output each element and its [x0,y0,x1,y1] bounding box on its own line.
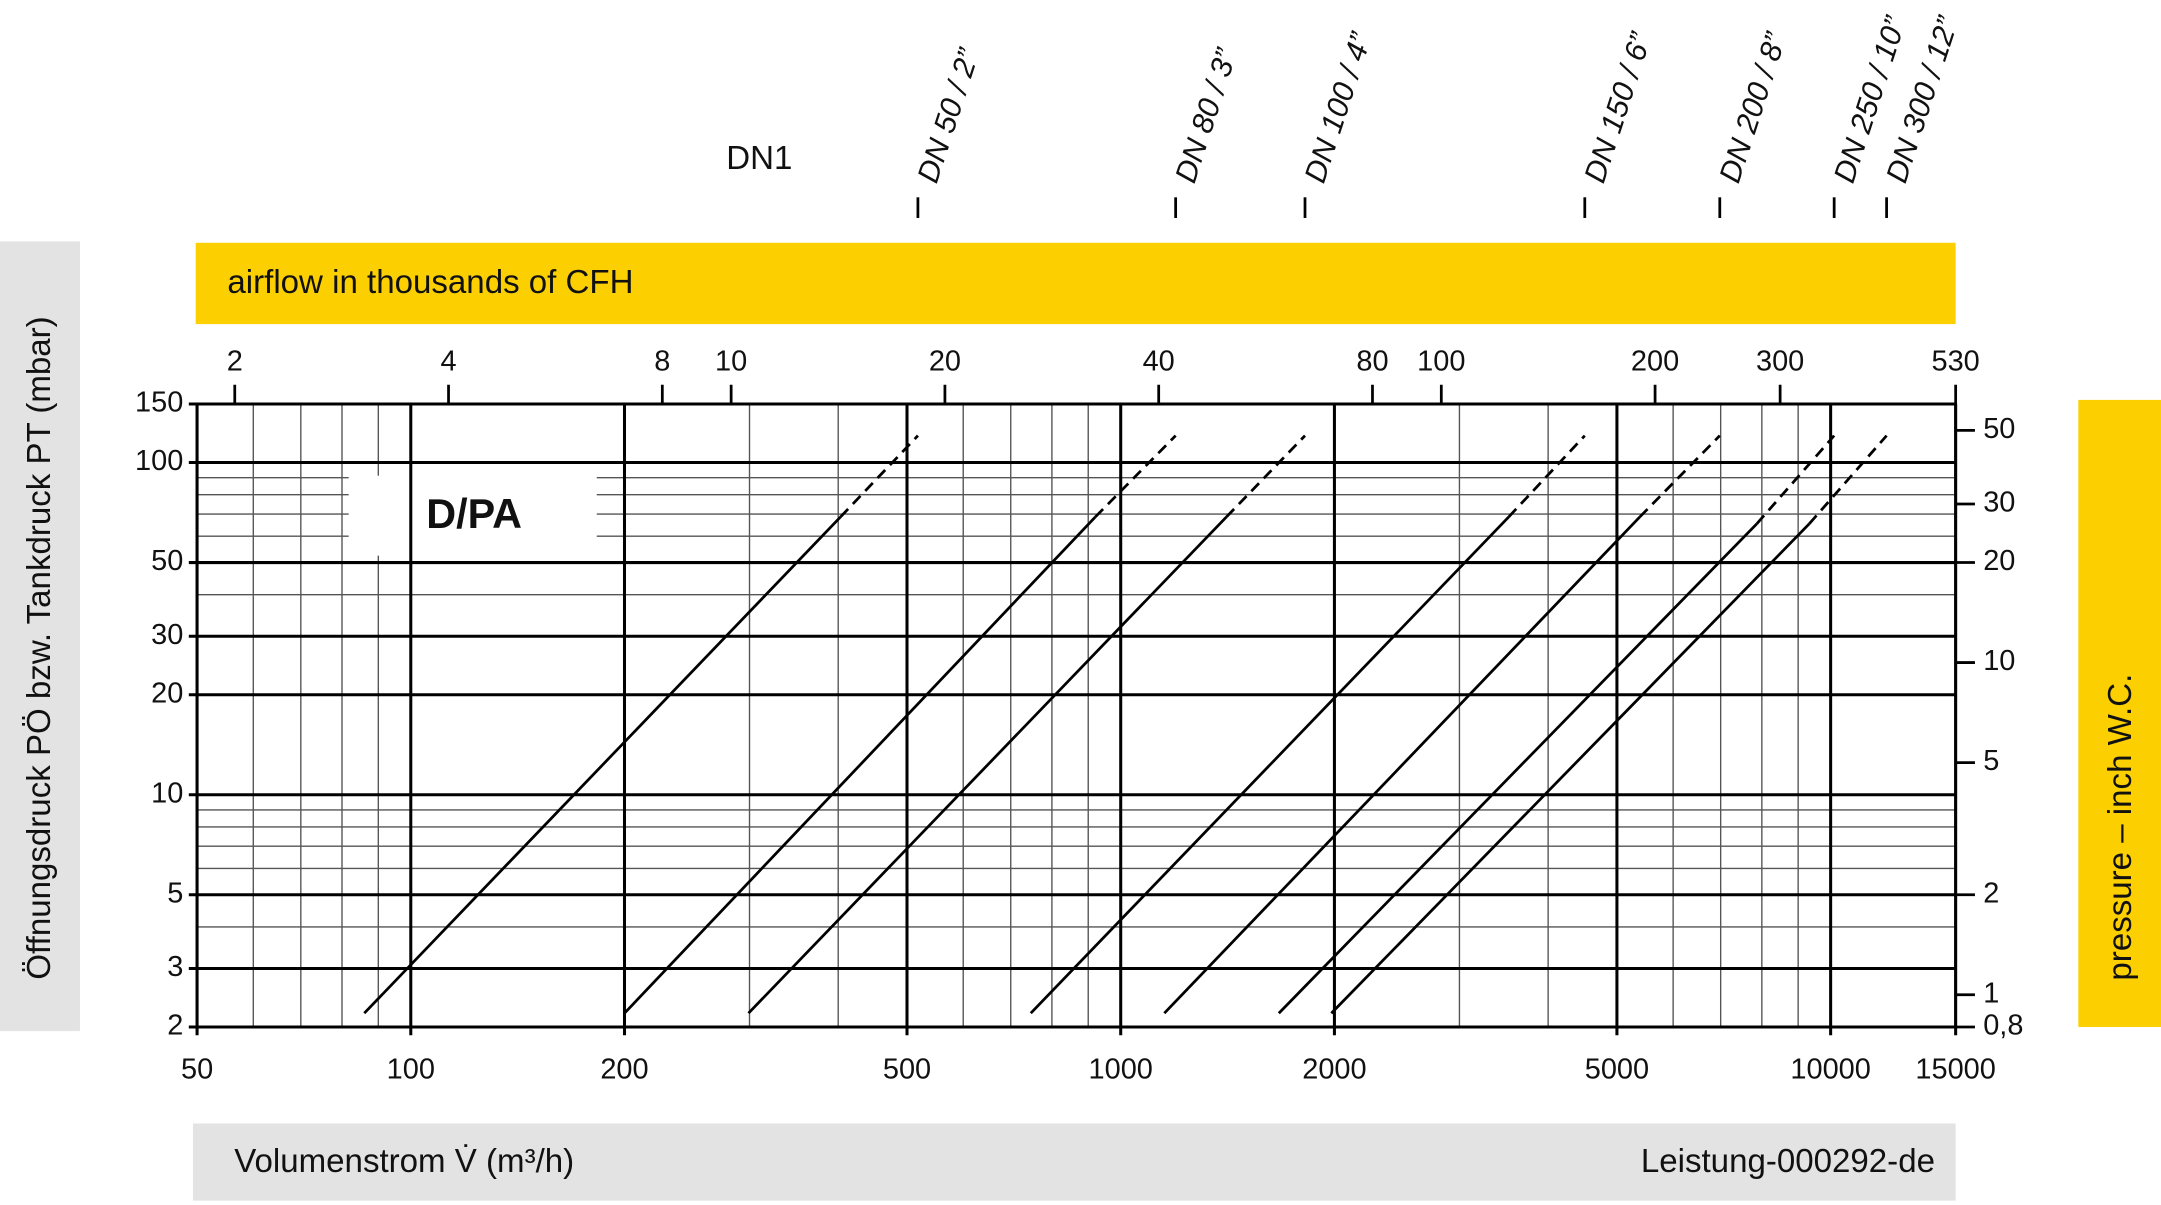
x-tick-label: 500 [883,1054,931,1086]
x2-tick-label: 300 [1756,345,1804,377]
x2-tick-label: 8 [654,345,670,377]
y-tick-label: 3 [167,951,183,983]
series-line-dashed [1808,434,1888,525]
x-tick-label: 1000 [1089,1054,1153,1086]
x2-tick-label: 200 [1631,345,1679,377]
y2-axis-label: pressure – inch W.C. [2102,674,2139,981]
y2-tick-label: 30 [1983,487,2015,519]
y-tick-label: 5 [167,877,183,909]
x2-tick-label: 530 [1932,345,1980,377]
series-label: DN 200 / 8” [1714,27,1794,186]
x-tick-label: 50 [181,1054,213,1086]
y2-tick-label: 0,8 [1983,1010,2023,1042]
x-tick-label: 100 [387,1054,435,1086]
y2-tick-label: 5 [1983,745,1999,777]
series-line [1277,522,1758,1015]
x-axis-label: Volumenstrom V̇ (m³/h) [234,1143,574,1180]
x-tick-label: 5000 [1585,1054,1649,1086]
series-line [623,515,1097,1015]
chart-title: D/PA [426,491,522,537]
x-tick-label: 10000 [1790,1054,1870,1086]
y-tick-label: 20 [151,677,183,709]
y-tick-label: 150 [135,387,183,419]
y-tick-label: 100 [135,445,183,477]
y-tick-label: 10 [151,777,183,809]
dn-label: DN1 [726,140,792,177]
series-line [1330,522,1811,1015]
x2-tick-label: 100 [1417,345,1465,377]
series-line-dashed [1755,434,1836,525]
x-tick-label: 200 [600,1054,648,1086]
x2-tick-label: 40 [1143,345,1175,377]
y-label-band [0,241,80,1032]
series-label: DN 150 / 6” [1579,27,1659,186]
x-label-band [192,1123,1956,1201]
y2-tick-label: 50 [1983,413,2015,445]
x2-tick-label: 4 [440,345,456,377]
series-line [363,515,842,1015]
x2-axis-label: airflow in thousands of CFH [227,264,633,301]
y2-tick-label: 20 [1983,545,2015,577]
x2-tick-label: 2 [227,345,243,377]
x2-tick-label: 10 [715,345,747,377]
x-tick-label: 15000 [1915,1054,1995,1086]
series-line-dashed [1507,434,1586,518]
series-line [1029,515,1510,1015]
title-box [348,475,597,556]
series-label: DN 100 / 4” [1299,27,1379,186]
series-line-dashed [839,434,919,518]
series-line [1163,515,1641,1015]
x2-tick-label: 20 [929,345,961,377]
series-line-dashed [1094,434,1177,518]
series-label: DN 80 / 3” [1170,43,1245,186]
y-axis-label: Öffnungsdruck PÖ bzw. Tankdruck PT (mbar… [21,316,58,979]
x-tick-label: 2000 [1302,1054,1366,1086]
y-tick-label: 30 [151,619,183,651]
series-line [747,515,1228,1015]
series-line-dashed [1638,434,1721,518]
series-label: DN 50 / 2” [912,43,987,186]
y2-tick-label: 1 [1983,977,1999,1009]
series-line-dashed [1225,434,1306,518]
y-tick-label: 50 [151,545,183,577]
y2-tick-label: 10 [1983,645,2015,677]
x2-label-band [195,242,1956,325]
y-tick-label: 2 [167,1010,183,1042]
note: Leistung-000292-de [1641,1143,1935,1180]
x2-tick-label: 80 [1356,345,1388,377]
y2-tick-label: 2 [1983,877,1999,909]
y2-label-band [2078,399,2161,1027]
